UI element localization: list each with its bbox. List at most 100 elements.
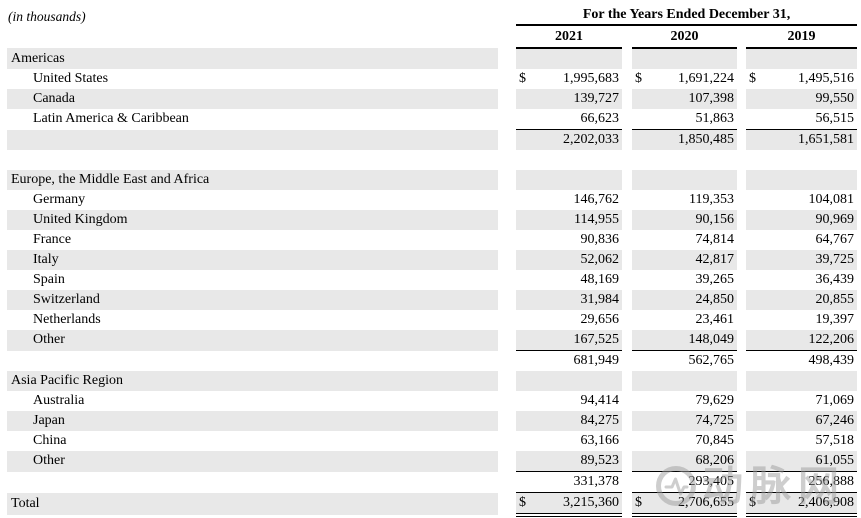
row-label: Italy <box>7 250 498 270</box>
currency-symbol <box>632 109 650 130</box>
row-label: United Kingdom <box>7 210 498 230</box>
column-gap <box>737 170 746 190</box>
currency-symbol <box>746 89 766 109</box>
amount-value: 1,651,581 <box>766 129 857 150</box>
amount-value: 167,525 <box>534 330 622 351</box>
currency-symbol <box>632 471 650 493</box>
amount-value: 64,767 <box>815 232 855 247</box>
row-label <box>7 129 498 150</box>
column-gap <box>622 170 632 190</box>
amount-value <box>534 371 622 391</box>
amount-value: 146,762 <box>573 192 620 207</box>
column-gap <box>498 411 516 431</box>
currency-symbol <box>516 109 534 130</box>
currency-symbol <box>632 310 650 330</box>
amount-value: 79,629 <box>695 393 735 408</box>
currency-symbol <box>516 391 534 411</box>
column-gap <box>737 330 746 351</box>
amount-value: 66,623 <box>534 109 622 130</box>
currency-symbol <box>746 471 766 493</box>
amount-value: 562,765 <box>688 353 735 368</box>
amount-value <box>534 170 622 190</box>
amount-value: 90,969 <box>766 210 857 230</box>
year-column-header-2020: 2020 <box>632 25 737 49</box>
column-gap <box>737 451 746 472</box>
amount-value: 148,049 <box>650 330 737 351</box>
amount-value: 331,378 <box>534 471 622 493</box>
column-gap <box>498 170 516 190</box>
row-label: Total <box>7 492 498 515</box>
column-gap <box>737 69 746 89</box>
data-row: Latin America & Caribbean 66,623 51,863 56,… <box>7 109 857 130</box>
subtotal-row: 2,202,033 1,850,485 1,651,581 <box>7 129 857 150</box>
currency-symbol <box>632 170 650 190</box>
amount-value: 139,727 <box>534 89 622 109</box>
currency-symbol: $ <box>519 71 526 86</box>
amount-value: 2,706,655 <box>650 492 737 517</box>
amount-value: 2,202,033 <box>534 129 622 150</box>
amount-value: 63,166 <box>580 433 620 448</box>
currency-symbol <box>516 129 534 150</box>
currency-symbol <box>632 451 650 472</box>
column-gap <box>622 210 632 230</box>
column-gap <box>498 472 516 493</box>
column-gap <box>622 391 632 411</box>
years-group-header: For the Years Ended December 31, <box>516 3 857 26</box>
currency-symbol: $ <box>635 71 642 86</box>
currency-symbol <box>516 290 534 310</box>
column-gap <box>498 150 516 170</box>
currency-symbol <box>632 129 650 150</box>
amount-value: 107,398 <box>650 89 737 109</box>
row-label: Switzerland <box>7 290 498 310</box>
amount-value: 67,246 <box>766 411 857 431</box>
column-gap <box>622 492 632 515</box>
amount-value: 31,984 <box>534 290 622 310</box>
column-gap <box>622 129 632 150</box>
row-label <box>7 351 498 372</box>
currency-symbol <box>746 109 766 130</box>
currency-symbol <box>746 270 766 290</box>
column-gap <box>498 290 516 310</box>
row-label: Canada <box>7 89 498 109</box>
column-gap <box>622 411 632 431</box>
data-row: Netherlands 29,656 23,461 19,397 <box>7 310 857 330</box>
row-label: Asia Pacific Region <box>7 371 498 391</box>
column-gap <box>737 472 746 493</box>
currency-symbol: $ <box>632 492 650 517</box>
currency-symbol <box>516 170 534 190</box>
currency-symbol <box>632 330 650 351</box>
column-gap <box>737 25 746 48</box>
currency-symbol <box>746 391 766 411</box>
subtotal-row: 331,378 293,405 256,888 <box>7 471 857 493</box>
currency-symbol <box>516 411 534 431</box>
row-label <box>7 472 498 493</box>
amount-value: 74,814 <box>695 232 735 247</box>
amount-value: 1,495,516 <box>798 71 854 86</box>
amount-value: 70,845 <box>695 433 735 448</box>
data-row: Other 167,525 148,049 122,206 <box>7 330 857 351</box>
data-row: Germany 146,762 119,353 104,081 <box>7 190 857 210</box>
column-gap <box>498 351 516 372</box>
column-gap <box>498 270 516 290</box>
column-gap <box>622 270 632 290</box>
currency-symbol <box>746 330 766 351</box>
currency-symbol <box>632 411 650 431</box>
column-gap <box>737 351 746 372</box>
currency-symbol <box>516 431 534 451</box>
data-row: United States $1,995,683 $1,691,224 $1,495,… <box>7 69 857 89</box>
amount-value <box>766 150 857 170</box>
row-label: United States <box>33 71 109 86</box>
column-gap <box>498 48 516 69</box>
currency-symbol <box>632 290 650 310</box>
amount-value: 94,414 <box>580 393 620 408</box>
currency-symbol <box>746 351 766 372</box>
row-label: Europe, the Middle East and Africa <box>7 170 498 190</box>
data-row: Italy 52,062 42,817 39,725 <box>7 250 857 270</box>
column-gap <box>622 371 632 391</box>
currency-symbol <box>746 431 766 451</box>
column-gap <box>498 109 516 130</box>
amount-value: 42,817 <box>650 250 737 270</box>
amount-value <box>534 150 622 170</box>
currency-symbol <box>516 210 534 230</box>
currency-symbol <box>746 129 766 150</box>
